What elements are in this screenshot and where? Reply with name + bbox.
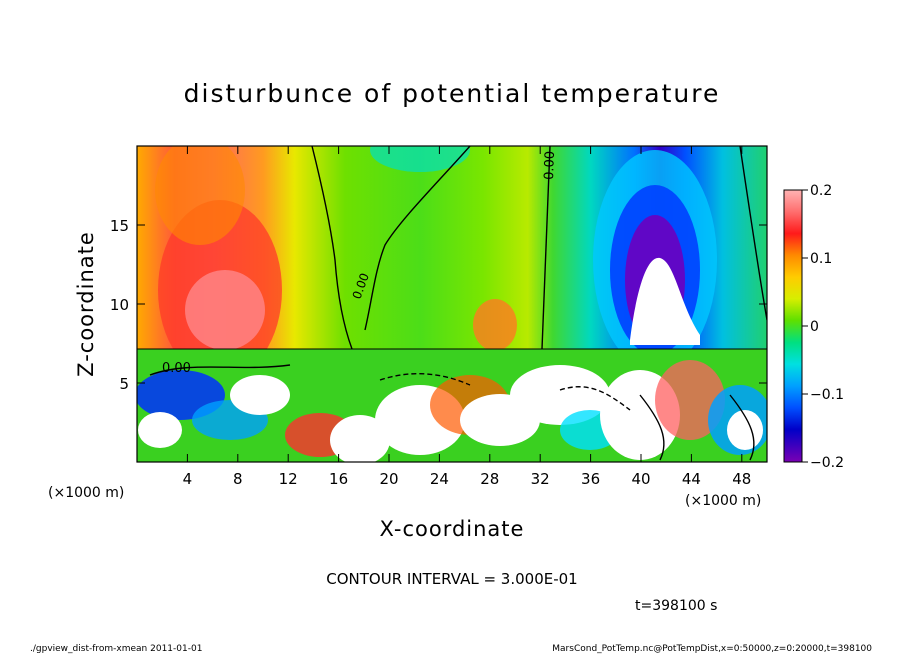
colorbar-tick-label: 0 [810, 319, 819, 335]
colorbar-ticks: 0.2 0.1 0 −0.1 −0.2 [802, 183, 844, 471]
x-tick-label: 8 [233, 470, 243, 488]
y-axis-label: Z-coordinate [74, 231, 98, 377]
x-tick-label: 28 [480, 470, 499, 488]
y-tick-label: 15 [110, 217, 129, 235]
colorbar-tick-label: 0.2 [810, 183, 832, 199]
contour-interval-text: CONTOUR INTERVAL = 3.000E-01 [326, 570, 577, 588]
footer-left: ./gpview_dist-from-xmean 2011-01-01 [30, 644, 202, 654]
x-tick-label: 32 [531, 470, 550, 488]
colorbar-tick-label: 0.1 [810, 251, 832, 267]
colorbar-tick-label: −0.1 [810, 387, 844, 403]
x-tick-label: 20 [379, 470, 398, 488]
y-unit-label: (×1000 m) [48, 485, 124, 501]
colorbar-tick-label: −0.2 [810, 455, 844, 471]
chart-title: disturbunce of potential temperature [184, 79, 721, 108]
y-tick-label: 5 [119, 375, 129, 393]
x-tick-label: 40 [631, 470, 650, 488]
x-tick-label: 36 [581, 470, 600, 488]
x-tick-label: 48 [732, 470, 751, 488]
contour-label: 0.00 [542, 151, 558, 180]
y-axis: 5 10 15 [110, 217, 767, 393]
x-tick-label: 12 [279, 470, 298, 488]
x-tick-label: 16 [329, 470, 348, 488]
heatmap-field [137, 146, 767, 462]
footer-right: MarsCond_PotTemp.nc@PotTempDist,x=0:5000… [552, 644, 872, 654]
time-text: t=398100 s [635, 598, 717, 614]
y-tick-label: 10 [110, 296, 129, 314]
x-tick-label: 44 [682, 470, 701, 488]
contour-label: 0.00 [162, 361, 191, 376]
x-axis-label: X-coordinate [380, 517, 525, 541]
x-tick-label: 24 [430, 470, 449, 488]
x-axis: 4 8 12 16 20 24 28 32 36 40 44 48 [183, 146, 751, 488]
colorbar [783, 189, 803, 463]
x-tick-label: 4 [183, 470, 193, 488]
x-unit-label: (×1000 m) [685, 493, 761, 509]
